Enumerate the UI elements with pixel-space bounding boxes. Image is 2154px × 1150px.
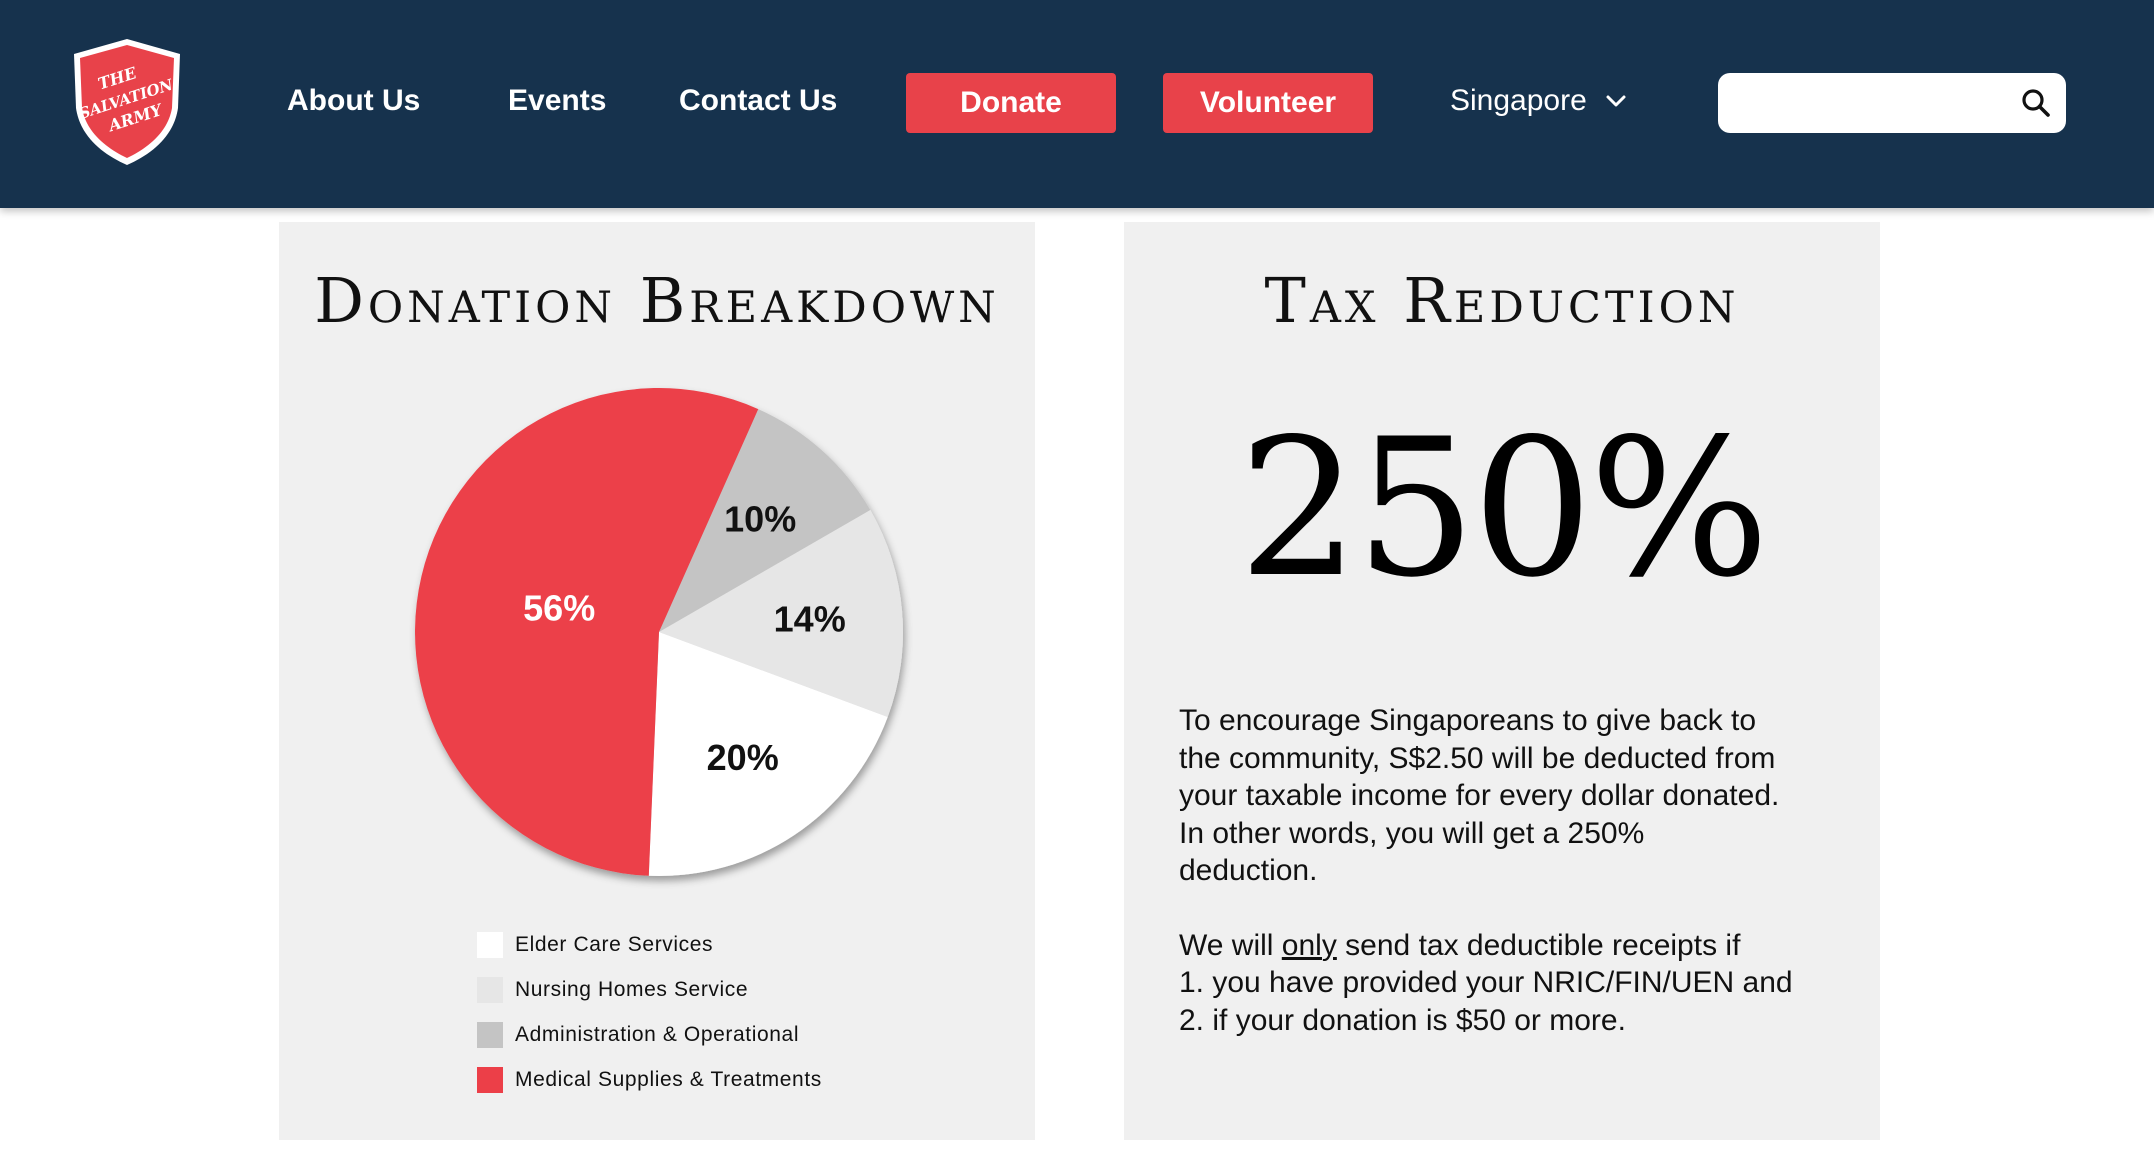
chevron-down-icon bbox=[1606, 95, 1626, 107]
pie-legend: Elder Care Services Nursing Homes Service… bbox=[477, 922, 822, 1102]
legend-label: Medical Supplies & Treatments bbox=[515, 1067, 822, 1091]
para2-emphasis: only bbox=[1281, 928, 1337, 962]
legend-label: Nursing Homes Service bbox=[515, 977, 749, 1001]
region-selector[interactable]: Singapore bbox=[1450, 84, 1627, 118]
pie-label: 20% bbox=[707, 737, 779, 778]
nav-events[interactable]: Events bbox=[508, 84, 607, 117]
legend-swatch bbox=[477, 1021, 503, 1048]
para1-line: To encourage Singaporeans to give back t… bbox=[1179, 704, 1757, 737]
legend-swatch bbox=[477, 931, 503, 958]
donation-breakdown-title: Donation Breakdown bbox=[314, 264, 1000, 337]
nav-contact-us[interactable]: Contact Us bbox=[679, 84, 838, 117]
legend-swatch bbox=[477, 976, 503, 1003]
pie-slice-medical-supplies-treatments bbox=[415, 388, 759, 876]
nav-about-us[interactable]: About Us bbox=[287, 84, 421, 117]
tax-para-1: To encourage Singaporeans to give back t… bbox=[1179, 702, 1839, 890]
para1-line: your taxable income for every dollar don… bbox=[1179, 779, 1780, 812]
legend-item: Administration & Operational bbox=[477, 1012, 822, 1057]
pie-slice-administration-operational bbox=[659, 409, 871, 632]
para2-line: 2. if your donation is $50 or more. bbox=[1179, 1003, 1626, 1037]
legend-item: Medical Supplies & Treatments bbox=[477, 1057, 822, 1102]
donate-button[interactable]: Donate bbox=[906, 73, 1116, 133]
legend-label: Administration & Operational bbox=[515, 1022, 800, 1046]
pie-label: 14% bbox=[774, 598, 846, 639]
para2-suffix: send tax deductible receipts if bbox=[1336, 928, 1741, 962]
region-label: Singapore bbox=[1450, 84, 1587, 117]
donation-breakdown-card: Donation Breakdown 10% 14% 20% 56% Elder Ca… bbox=[279, 222, 1035, 1140]
para2-line: 1. you have provided your NRIC/FIN/UEN a… bbox=[1179, 966, 1793, 999]
salvation-army-logo[interactable]: THE SALVATION ARMY bbox=[68, 36, 186, 168]
legend-swatch bbox=[477, 1066, 503, 1093]
donation-pie-chart: 10% 14% 20% 56% bbox=[415, 388, 904, 877]
tax-description: To encourage Singaporeans to give back t… bbox=[1179, 702, 1839, 1039]
search-box bbox=[1718, 73, 2066, 133]
site-header: THE SALVATION ARMY About Us Events Conta… bbox=[0, 0, 2154, 208]
tax-para-2: We will only send tax deductible receipt… bbox=[1179, 927, 1839, 1040]
tax-reduction-title: Tax Reduction bbox=[1264, 264, 1740, 337]
legend-item: Elder Care Services bbox=[477, 922, 822, 967]
para2-prefix: We will bbox=[1179, 928, 1282, 962]
pie-slice-elder-care-services bbox=[648, 632, 888, 877]
pie-slice-nursing-homes-service bbox=[659, 510, 904, 718]
legend-label: Elder Care Services bbox=[515, 932, 714, 956]
para1-line: In other words, you will get a 250% bbox=[1179, 816, 1645, 850]
pie-label: 10% bbox=[724, 499, 796, 540]
para1-line: the community, S$2.50 will be deducted f… bbox=[1179, 741, 1776, 775]
pie-label: 56% bbox=[523, 588, 595, 629]
para1-line: deduction. bbox=[1179, 854, 1318, 887]
volunteer-button[interactable]: Volunteer bbox=[1163, 73, 1373, 133]
tax-percentage: 250% bbox=[1238, 398, 1769, 619]
legend-item: Nursing Homes Service bbox=[477, 967, 822, 1012]
search-input[interactable] bbox=[1732, 83, 2006, 125]
tax-reduction-card: Tax Reduction 250% To encourage Singapor… bbox=[1124, 222, 1880, 1140]
search-icon[interactable] bbox=[2020, 87, 2052, 119]
